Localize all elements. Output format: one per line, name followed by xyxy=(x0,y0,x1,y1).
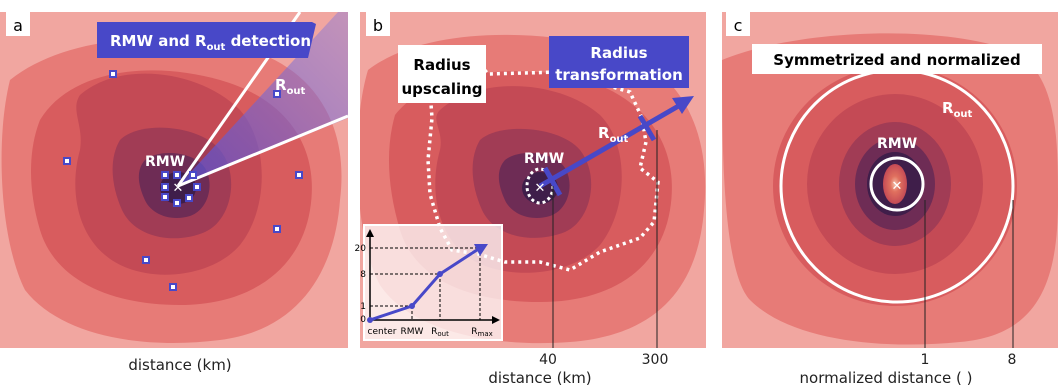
marker xyxy=(161,193,169,201)
marker xyxy=(173,171,181,179)
marker xyxy=(189,171,197,179)
marker xyxy=(161,183,169,191)
center-x-mark: ✕ xyxy=(892,179,903,194)
marker xyxy=(109,70,117,78)
panel-a-xlabel: distance (km) xyxy=(128,356,231,374)
tick-8: 8 xyxy=(1008,352,1017,368)
inset-xtick: Rout xyxy=(431,327,449,338)
transform-arrow xyxy=(538,101,684,189)
transform-line2: transformation xyxy=(555,66,683,84)
marker xyxy=(169,283,177,291)
panel-c-xlabel: normalized distance ( ) xyxy=(800,369,973,387)
inset-ytick: 1 xyxy=(360,302,366,312)
panel-a-rmw-label: RMW xyxy=(145,154,185,170)
inset-curve xyxy=(369,246,481,322)
panel-c xyxy=(722,12,1058,348)
panel-a-letter-box xyxy=(6,12,30,36)
panel-b-letter-box xyxy=(366,12,390,36)
panel-c-letter-box xyxy=(726,12,750,36)
inset-point xyxy=(367,317,373,323)
panel-a-banner-text: RMW and Rout detection xyxy=(110,32,311,53)
rmw-tick xyxy=(542,166,563,197)
panel-c-letter: c xyxy=(734,16,743,35)
upscale-box xyxy=(398,45,486,103)
marker xyxy=(63,157,71,165)
transform-box xyxy=(549,36,689,88)
marker xyxy=(173,199,181,207)
inset-xtick: center xyxy=(368,327,397,337)
panel-a-annotations: a RMW and Rout detection Rout RMW ✕ dist… xyxy=(6,12,316,374)
marker xyxy=(273,225,281,233)
transform-arrowhead xyxy=(672,96,694,114)
inset-point xyxy=(437,271,443,277)
panel-b-rmw-label: RMW xyxy=(524,151,564,167)
inset-xtick: Rmax xyxy=(471,327,493,338)
panel-c-annotations: c Symmetrized and normalized ✕ RMW Rout … xyxy=(726,12,1042,387)
panel-b-xlabel: distance (km) xyxy=(488,369,591,387)
rout-dotted-outline xyxy=(426,60,660,272)
marker xyxy=(142,256,150,264)
marker xyxy=(295,171,303,179)
panel-a-letter: a xyxy=(13,16,23,35)
panel-c-banner-text: Symmetrized and normalized xyxy=(773,51,1020,69)
panel-b-rout-label: Rout xyxy=(598,124,629,145)
tick-300: 300 xyxy=(642,352,669,368)
rmw-circle xyxy=(869,156,925,212)
rout-circle xyxy=(779,68,1015,304)
panel-a-rout-label: Rout xyxy=(275,76,306,97)
rout-tick xyxy=(637,114,657,142)
upscale-line1: Radius xyxy=(413,56,470,74)
panel-b-annotations: b Radius upscaling Radius transformation… xyxy=(355,12,694,387)
inset-ytick: 8 xyxy=(360,270,366,280)
panel-c-rout-label: Rout xyxy=(942,99,973,120)
inset-xtick: RMW xyxy=(401,327,424,337)
panel-a xyxy=(0,12,348,348)
transform-line1: Radius xyxy=(590,44,647,62)
tick-1: 1 xyxy=(921,352,930,368)
inset-ytick: 0 xyxy=(360,315,366,325)
inset-point xyxy=(409,303,415,309)
detection-markers xyxy=(63,70,303,291)
marker xyxy=(273,90,281,98)
marker xyxy=(161,171,169,179)
tick-40: 40 xyxy=(539,352,557,368)
panel-b-letter: b xyxy=(373,16,383,35)
center-x-mark: ✕ xyxy=(535,181,546,196)
panel-a-banner xyxy=(97,22,316,58)
center-x-mark: ✕ xyxy=(173,181,184,196)
marker xyxy=(193,183,201,191)
upscale-line2: upscaling xyxy=(401,80,482,98)
marker xyxy=(185,194,193,202)
inset-chart: 20 8 1 0 center RMW Rout Rmax xyxy=(355,224,503,341)
panel-c-rmw-label: RMW xyxy=(877,136,917,152)
inset-ytick: 20 xyxy=(355,244,367,254)
